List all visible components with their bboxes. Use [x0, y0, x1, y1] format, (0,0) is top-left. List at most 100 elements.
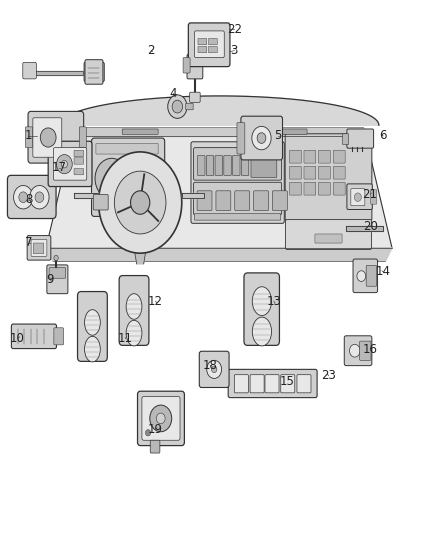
Circle shape [35, 192, 44, 203]
FancyBboxPatch shape [297, 375, 311, 393]
FancyBboxPatch shape [241, 116, 283, 160]
FancyBboxPatch shape [224, 156, 231, 175]
Text: 9: 9 [46, 273, 54, 286]
FancyBboxPatch shape [78, 292, 107, 361]
Polygon shape [46, 128, 392, 248]
FancyBboxPatch shape [28, 111, 84, 163]
Circle shape [350, 344, 360, 357]
Circle shape [30, 185, 49, 209]
FancyBboxPatch shape [285, 134, 372, 221]
FancyBboxPatch shape [343, 134, 349, 144]
Circle shape [156, 413, 165, 424]
FancyBboxPatch shape [199, 351, 229, 387]
FancyBboxPatch shape [206, 156, 214, 175]
Text: 3: 3 [231, 44, 238, 57]
FancyBboxPatch shape [53, 148, 87, 180]
Text: 20: 20 [363, 220, 378, 233]
Polygon shape [74, 193, 99, 198]
FancyBboxPatch shape [183, 58, 190, 73]
FancyBboxPatch shape [304, 166, 316, 179]
FancyBboxPatch shape [234, 375, 248, 393]
Text: 11: 11 [117, 332, 132, 345]
FancyBboxPatch shape [194, 182, 282, 215]
FancyBboxPatch shape [194, 31, 224, 58]
FancyBboxPatch shape [228, 369, 317, 398]
FancyBboxPatch shape [92, 138, 165, 216]
Text: 14: 14 [376, 265, 391, 278]
FancyBboxPatch shape [74, 150, 84, 157]
Circle shape [354, 193, 361, 201]
FancyBboxPatch shape [49, 268, 66, 278]
FancyBboxPatch shape [23, 62, 36, 79]
FancyBboxPatch shape [318, 150, 330, 163]
Text: 5: 5 [275, 130, 282, 142]
FancyBboxPatch shape [74, 158, 84, 164]
Circle shape [145, 430, 151, 436]
FancyBboxPatch shape [96, 143, 158, 154]
FancyBboxPatch shape [290, 150, 301, 163]
Text: 12: 12 [148, 295, 163, 308]
Text: 22: 22 [227, 23, 242, 36]
Text: 10: 10 [10, 332, 25, 345]
FancyBboxPatch shape [333, 182, 345, 195]
FancyBboxPatch shape [254, 191, 268, 211]
Polygon shape [74, 128, 364, 136]
Text: 2: 2 [147, 44, 155, 57]
Text: 21: 21 [363, 188, 378, 201]
FancyBboxPatch shape [237, 123, 245, 154]
Ellipse shape [252, 317, 272, 346]
FancyBboxPatch shape [333, 150, 345, 163]
FancyBboxPatch shape [194, 214, 281, 220]
FancyBboxPatch shape [188, 23, 230, 67]
FancyBboxPatch shape [271, 129, 307, 134]
FancyBboxPatch shape [208, 46, 217, 53]
FancyBboxPatch shape [318, 182, 330, 195]
FancyBboxPatch shape [265, 375, 279, 393]
Polygon shape [182, 193, 204, 198]
Ellipse shape [126, 320, 142, 346]
FancyBboxPatch shape [244, 273, 279, 345]
Text: 8: 8 [25, 193, 32, 206]
FancyBboxPatch shape [198, 156, 205, 175]
Text: 19: 19 [148, 423, 163, 435]
FancyBboxPatch shape [351, 189, 365, 206]
FancyBboxPatch shape [191, 142, 284, 223]
Circle shape [61, 160, 67, 168]
FancyBboxPatch shape [241, 156, 249, 175]
FancyBboxPatch shape [347, 184, 372, 209]
FancyBboxPatch shape [216, 191, 231, 211]
Circle shape [57, 155, 72, 174]
Circle shape [150, 405, 172, 432]
FancyBboxPatch shape [272, 191, 287, 211]
Text: 18: 18 [203, 359, 218, 372]
Circle shape [126, 158, 159, 199]
Circle shape [257, 133, 266, 143]
Text: 15: 15 [279, 375, 294, 387]
FancyBboxPatch shape [33, 118, 62, 157]
Circle shape [99, 152, 182, 253]
Circle shape [212, 366, 217, 373]
FancyBboxPatch shape [250, 375, 264, 393]
FancyBboxPatch shape [85, 60, 103, 84]
Text: 4: 4 [169, 87, 177, 100]
FancyBboxPatch shape [251, 154, 277, 177]
Circle shape [207, 360, 222, 378]
FancyBboxPatch shape [333, 166, 345, 179]
Circle shape [168, 95, 187, 118]
Text: 6: 6 [379, 130, 387, 142]
FancyBboxPatch shape [360, 341, 371, 360]
Polygon shape [59, 96, 379, 125]
FancyBboxPatch shape [150, 440, 160, 453]
Ellipse shape [252, 287, 272, 316]
Circle shape [252, 126, 271, 150]
FancyBboxPatch shape [54, 328, 64, 345]
Ellipse shape [85, 336, 100, 362]
FancyBboxPatch shape [304, 182, 316, 195]
FancyBboxPatch shape [187, 54, 203, 79]
Polygon shape [33, 71, 83, 75]
Circle shape [131, 191, 150, 214]
Polygon shape [135, 253, 145, 264]
FancyBboxPatch shape [27, 236, 51, 260]
FancyBboxPatch shape [31, 239, 47, 256]
Circle shape [40, 128, 56, 147]
